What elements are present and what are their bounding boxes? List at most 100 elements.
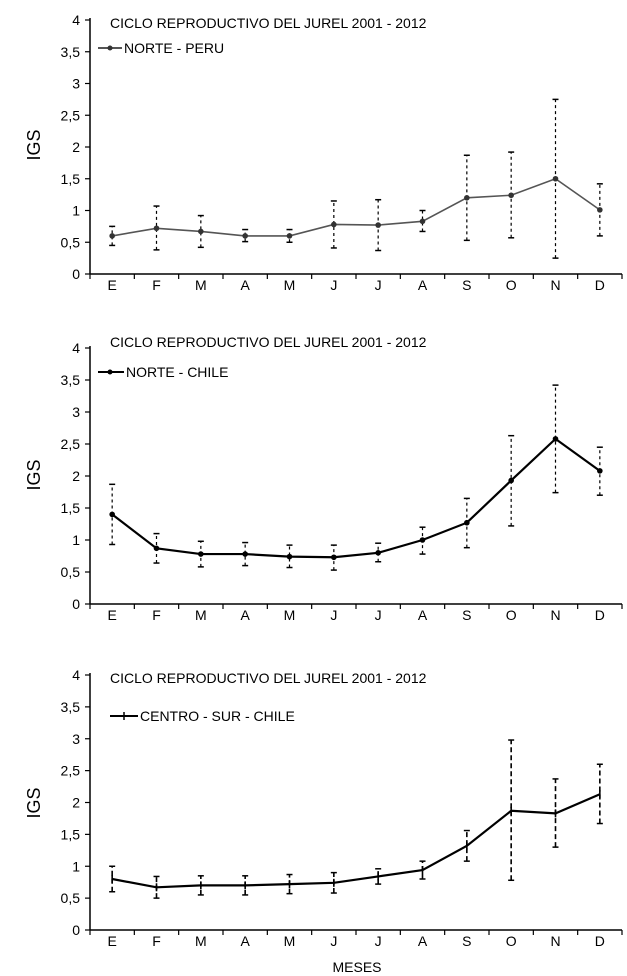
x-tick-label: S <box>462 607 471 623</box>
y-tick-label: 1 <box>72 532 80 548</box>
data-point <box>331 221 337 228</box>
x-tick-label: J <box>375 277 382 293</box>
x-tick-label: E <box>107 607 116 623</box>
data-point <box>597 207 603 213</box>
plot-area: 0 0,5 1 1,5 2 2,5 3 3,5 4 E F M A M J J A S O N D <box>61 12 623 293</box>
chart-title: CICLO REPRODUCTIVO DEL JUREL 2001 - 2012 <box>110 670 427 686</box>
y-tick-label: 2,5 <box>61 763 81 779</box>
plot-area: 0 0,5 1 1,5 2 2,5 3 3,5 4 E F M A M J J A S O N D <box>61 667 623 949</box>
legend-label: NORTE - PERU <box>124 40 224 56</box>
y-tick-label: 4 <box>72 667 80 683</box>
series-line <box>112 177 601 237</box>
chart-title: CICLO REPRODUCTIVO DEL JUREL 2001 - 2012 <box>110 15 427 31</box>
data-point <box>419 537 426 543</box>
x-tick-label: D <box>595 277 605 293</box>
data-point <box>508 477 514 484</box>
x-tick-label: D <box>595 607 605 623</box>
data-point <box>242 233 248 239</box>
data-point <box>597 468 603 474</box>
y-tick-label: 4 <box>72 12 80 28</box>
x-tick-label: M <box>284 277 296 293</box>
data-point <box>552 436 559 442</box>
plot-area: 0 0,5 1 1,5 2 2,5 3 3,5 4 E F M A M J J A S O N D <box>61 340 623 623</box>
series-line <box>111 793 601 889</box>
y-tick-label: 1,5 <box>61 171 81 187</box>
legend: CENTRO - SUR - CHILE <box>110 708 295 724</box>
data-point <box>109 511 115 518</box>
chart-panel-norte-peru: IGS CICLO REPRODUCTIVO DEL JUREL 2001 - … <box>24 12 623 293</box>
x-tick-label: J <box>330 933 337 949</box>
x-tick-label: A <box>418 933 428 949</box>
chart-panel-centro-sur-chile: IGS CICLO REPRODUCTIVO DEL JUREL 2001 - … <box>24 667 623 975</box>
x-tick-label: D <box>595 933 605 949</box>
data-point <box>552 175 559 182</box>
x-tick-label: M <box>195 277 207 293</box>
y-tick-label: 0,5 <box>61 234 81 250</box>
x-tick-label: A <box>418 277 428 293</box>
x-tick-label: N <box>550 607 560 623</box>
y-tick-label: 4 <box>72 340 80 356</box>
data-point <box>198 551 204 557</box>
x-tick-label: E <box>107 277 116 293</box>
y-axis-label: IGS <box>24 129 44 160</box>
y-tick-label: 1,5 <box>61 500 81 516</box>
x-tick-label: F <box>152 277 161 293</box>
x-tick-label: M <box>195 607 207 623</box>
y-tick-label: 2 <box>72 795 80 811</box>
y-tick-label: 1 <box>72 203 80 219</box>
data-point <box>464 519 470 526</box>
x-tick-label: S <box>462 933 471 949</box>
y-tick-label: 2 <box>72 468 80 484</box>
legend-label: CENTRO - SUR - CHILE <box>140 708 295 724</box>
data-point <box>286 233 293 239</box>
x-tick-label: N <box>550 277 560 293</box>
data-point <box>109 233 115 239</box>
y-tick-label: 0,5 <box>61 564 81 580</box>
x-tick-label: M <box>195 933 207 949</box>
x-tick-label: J <box>375 607 382 623</box>
data-point <box>242 551 248 557</box>
x-tick-label: A <box>240 277 250 293</box>
data-point <box>375 550 381 556</box>
y-tick-label: 0 <box>72 596 80 612</box>
y-tick-label: 3 <box>72 731 80 747</box>
y-tick-label: 2,5 <box>61 107 81 123</box>
x-tick-label: J <box>330 607 337 623</box>
y-tick-label: 3 <box>72 404 80 420</box>
y-axis-label: IGS <box>24 459 44 490</box>
x-tick-label: F <box>152 933 161 949</box>
x-tick-label: S <box>462 277 471 293</box>
data-point <box>331 554 337 561</box>
legend: NORTE - PERU <box>98 40 224 56</box>
y-axis-label: IGS <box>24 787 44 818</box>
series-line <box>111 437 601 559</box>
data-point <box>153 545 160 552</box>
data-point <box>198 228 204 235</box>
x-tick-label: M <box>284 607 296 623</box>
y-tick-label: 3,5 <box>61 372 81 388</box>
data-point <box>508 192 514 199</box>
x-tick-label: A <box>240 933 250 949</box>
x-tick-label: F <box>152 607 161 623</box>
x-axis-label: MESES <box>332 959 381 975</box>
x-tick-label: J <box>375 933 382 949</box>
data-point <box>419 218 426 225</box>
x-tick-label: N <box>550 933 560 949</box>
legend-marker <box>107 369 113 375</box>
y-tick-label: 3 <box>72 76 80 92</box>
x-tick-label: E <box>107 933 116 949</box>
y-tick-label: 2,5 <box>61 436 81 452</box>
y-tick-label: 1,5 <box>61 826 81 842</box>
y-tick-label: 0 <box>72 922 80 938</box>
data-point <box>464 195 470 201</box>
y-tick-label: 3,5 <box>61 699 81 715</box>
x-tick-label: O <box>506 277 517 293</box>
chart-panel-norte-chile: IGS CICLO REPRODUCTIVO DEL JUREL 2001 - … <box>24 334 623 623</box>
x-tick-label: A <box>240 607 250 623</box>
x-tick-label: A <box>418 607 428 623</box>
x-tick-label: O <box>506 607 517 623</box>
data-point <box>286 553 293 560</box>
y-tick-label: 0 <box>72 266 80 282</box>
y-tick-label: 1 <box>72 858 80 874</box>
legend-label: NORTE - CHILE <box>126 364 228 380</box>
